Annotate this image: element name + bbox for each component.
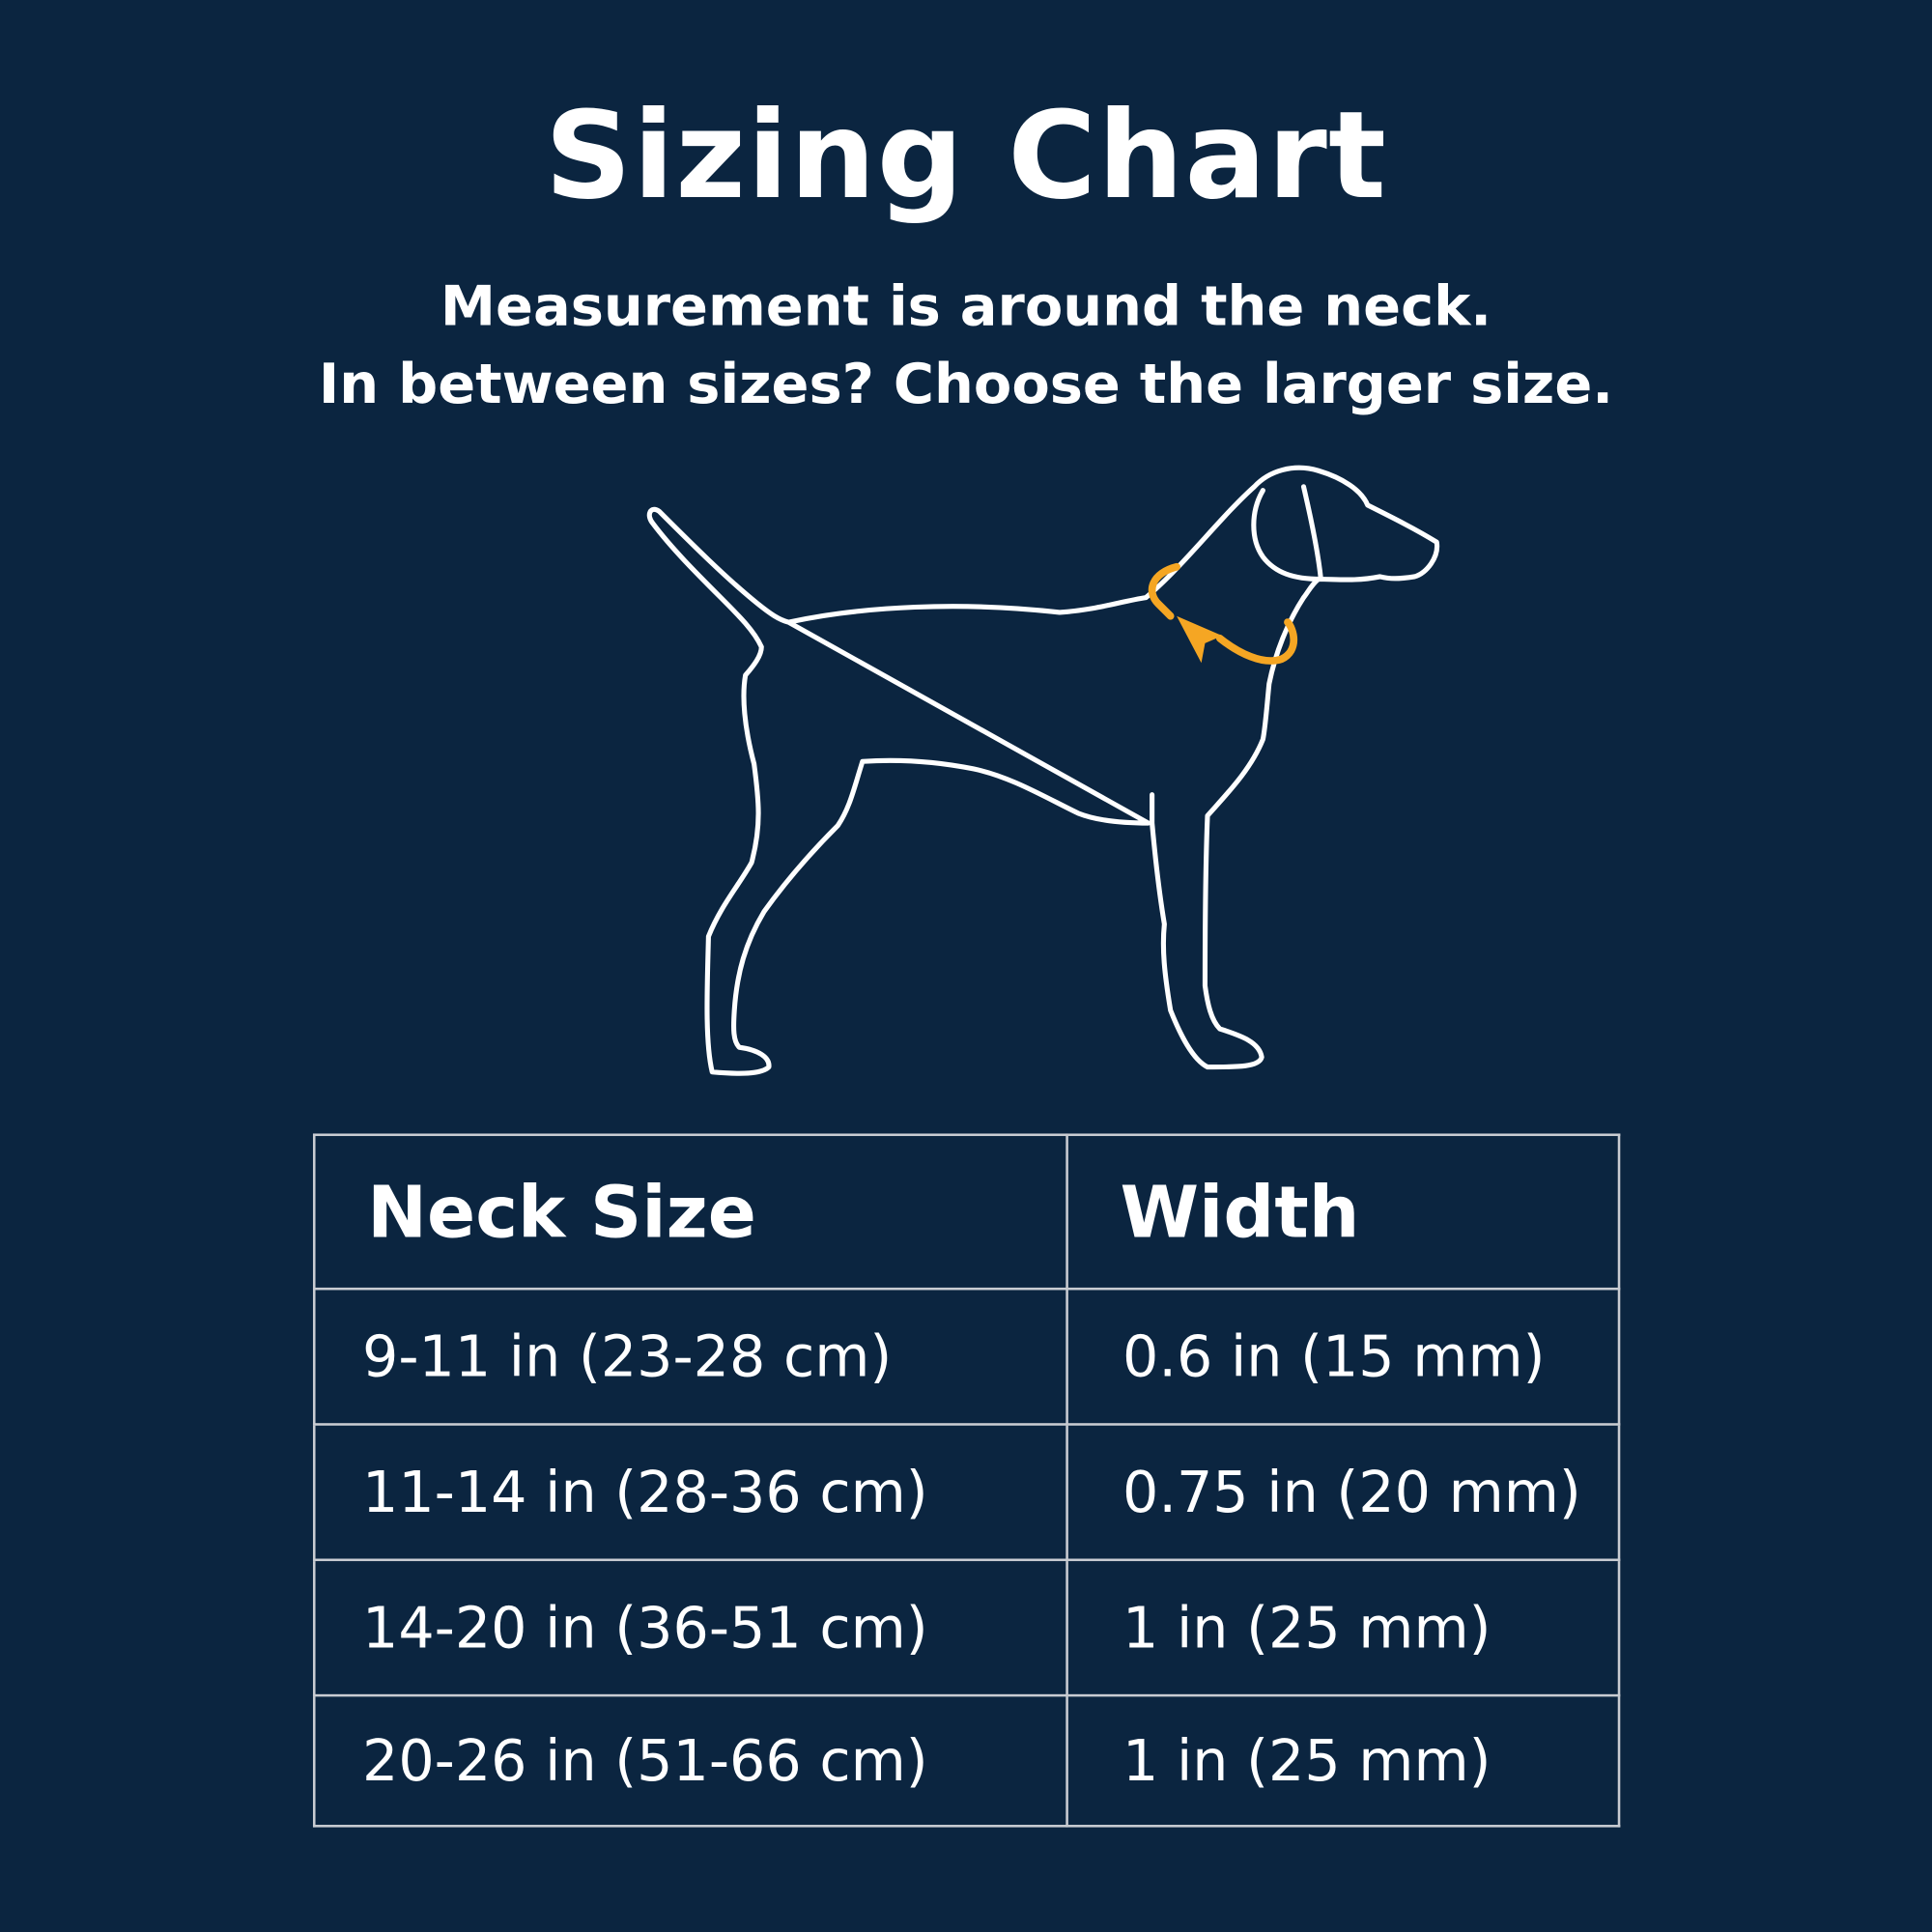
header-neck-size: Neck Size xyxy=(312,1133,1068,1291)
subtitle-line-2: In between sizes? Choose the larger size… xyxy=(318,351,1614,417)
neck-size-cell: 11-14 in (28-36 cm) xyxy=(312,1423,1068,1562)
width-cell: 0.6 in (15 mm) xyxy=(1065,1287,1621,1426)
subtitle-line-1: Measurement is around the neck. xyxy=(440,273,1492,339)
neck-size-cell: 14-20 in (36-51 cm) xyxy=(312,1558,1068,1697)
width-cell: 1 in (25 mm) xyxy=(1065,1558,1621,1697)
size-table: Neck Size Width 9-11 in (23-28 cm) 0.6 i… xyxy=(312,1133,1621,1828)
width-cell: 1 in (25 mm) xyxy=(1065,1693,1621,1828)
table-row: 9-11 in (23-28 cm) 0.6 in (15 mm) xyxy=(312,1287,1621,1426)
neck-size-cell: 20-26 in (51-66 cm) xyxy=(312,1693,1068,1828)
table-row: 14-20 in (36-51 cm) 1 in (25 mm) xyxy=(312,1558,1621,1697)
neck-size-cell: 9-11 in (23-28 cm) xyxy=(312,1287,1068,1426)
header-width: Width xyxy=(1065,1133,1621,1291)
table-header-row: Neck Size Width xyxy=(312,1133,1621,1291)
table-row: 20-26 in (51-66 cm) 1 in (25 mm) xyxy=(312,1693,1621,1828)
neck-measure-arrow-icon xyxy=(1148,562,1298,665)
width-cell: 0.75 in (20 mm) xyxy=(1065,1423,1621,1562)
dog-outline-icon xyxy=(646,465,1440,1076)
dog-body-outline xyxy=(646,465,1440,1076)
page-title: Sizing Chart xyxy=(544,86,1388,227)
dog-ear-outline xyxy=(1251,484,1323,582)
arrow-head-icon xyxy=(1177,615,1223,664)
table-row: 11-14 in (28-36 cm) 0.75 in (20 mm) xyxy=(312,1423,1621,1562)
